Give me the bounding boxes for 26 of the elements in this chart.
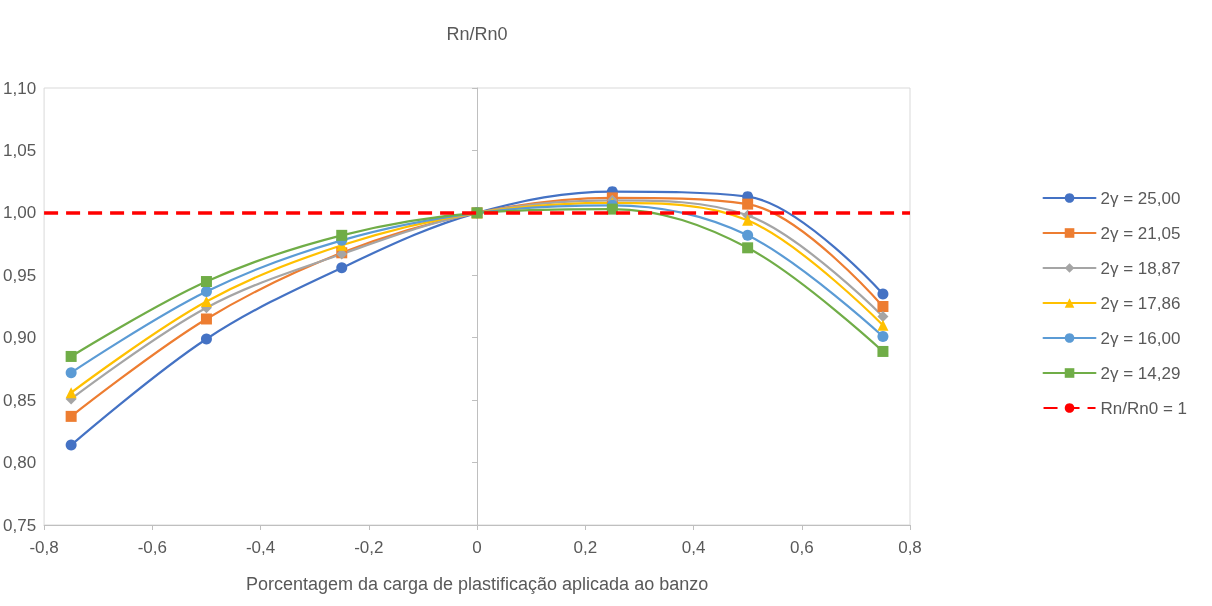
- x-tick-label: -0,6: [137, 538, 167, 557]
- y-tick-label: 0,80: [2, 453, 37, 473]
- x-tick-label: 0,6: [789, 538, 814, 557]
- y-tick-label: 0,90: [2, 328, 37, 348]
- legend-label: 2γ = 14,29: [1100, 363, 1181, 383]
- legend-label: Rn/Rn0 = 1: [1100, 398, 1188, 418]
- y-tick-label: 0,95: [2, 265, 37, 285]
- y-axis-title: Rn/Rn0: [446, 24, 508, 44]
- legend-label: 2γ = 25,00: [1100, 188, 1181, 208]
- x-axis-title: Porcentagem da carga de plastificação aplicada ao banzo: [245, 574, 709, 594]
- x-tick-label: 0: [472, 538, 482, 557]
- x-tick-label: 0,2: [573, 538, 598, 557]
- x-tick-label: -0,8: [29, 538, 59, 557]
- x-tick-label: -0,4: [245, 538, 276, 557]
- legend-label: 2γ = 18,87: [1100, 258, 1181, 278]
- y-tick-label: 0,85: [2, 390, 37, 410]
- x-tick-label: 0,4: [681, 538, 706, 557]
- y-tick-label: 0,75: [2, 515, 37, 535]
- legend-label: 2γ = 21,05: [1100, 223, 1181, 243]
- y-tick-label: 1,00: [2, 203, 37, 223]
- legend-label: 2γ = 17,86: [1100, 293, 1181, 313]
- x-tick-label: 0,8: [898, 538, 922, 557]
- y-tick-label: 1,05: [2, 140, 37, 160]
- y-tick-label: 1,10: [2, 78, 37, 98]
- x-tick-label: -0,2: [354, 538, 384, 557]
- legend-label: 2γ = 16,00: [1100, 328, 1181, 348]
